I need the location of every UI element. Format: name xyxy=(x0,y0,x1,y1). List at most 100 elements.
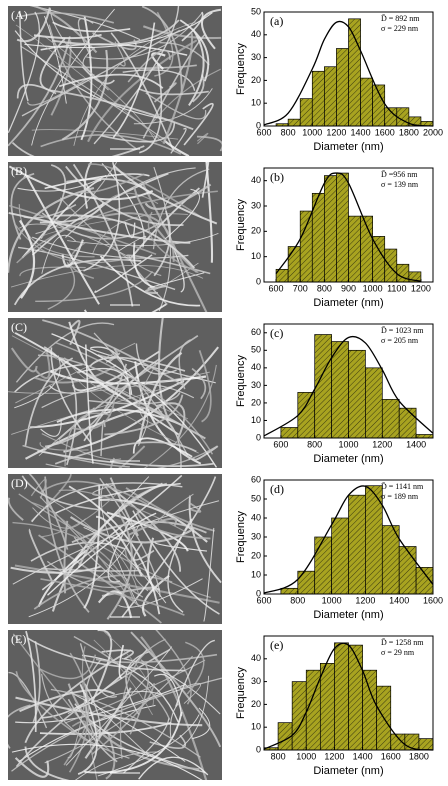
fiber xyxy=(58,489,186,533)
fiber xyxy=(8,497,24,521)
fiber xyxy=(69,691,186,762)
bar xyxy=(287,118,301,127)
annotation: σ = 139 nm xyxy=(381,180,419,189)
fiber xyxy=(179,19,210,82)
fiber xyxy=(155,630,192,705)
fiber xyxy=(24,12,213,49)
x-tick-label: 1400 xyxy=(351,127,371,137)
x-tick-label: 1200 xyxy=(324,751,344,761)
fiber xyxy=(117,235,147,252)
fiber xyxy=(61,49,109,141)
bar xyxy=(384,107,398,127)
fiber xyxy=(93,6,180,145)
fiber xyxy=(153,673,182,717)
fiber xyxy=(41,235,76,274)
fiber xyxy=(86,12,203,60)
x-axis-label: Diameter (nm) xyxy=(313,609,383,621)
fiber xyxy=(140,636,208,780)
fiber xyxy=(19,10,29,102)
bar xyxy=(365,367,383,439)
fiber xyxy=(18,219,36,299)
bar xyxy=(324,66,337,127)
fiber xyxy=(185,641,205,695)
fiber xyxy=(105,729,116,780)
fiber xyxy=(44,363,128,448)
fiber xyxy=(37,549,88,607)
annotation: σ = 229 nm xyxy=(381,24,419,33)
bar xyxy=(396,107,410,127)
bar xyxy=(372,84,386,127)
fiber xyxy=(14,355,61,409)
bar xyxy=(360,77,373,127)
x-tick-label: 800 xyxy=(290,595,305,605)
fiber xyxy=(47,512,157,596)
x-tick-label: 1200 xyxy=(372,439,392,449)
x-tick-label: 800 xyxy=(317,283,332,293)
fiber xyxy=(81,654,179,723)
x-tick-label: 1200 xyxy=(411,283,431,293)
fiber xyxy=(142,34,206,139)
fiber xyxy=(122,69,196,91)
fiber xyxy=(205,162,214,263)
sem-image xyxy=(8,474,222,624)
fiber xyxy=(34,364,117,384)
fiber xyxy=(114,41,126,67)
y-tick-label: 10 xyxy=(251,98,261,108)
x-tick-label: 1200 xyxy=(326,127,346,137)
bar xyxy=(299,210,313,283)
x-axis-label: Diameter (nm) xyxy=(313,141,383,153)
y-tick-label: 50 xyxy=(251,345,261,355)
y-tick-label: 40 xyxy=(251,653,261,663)
fiber xyxy=(27,637,186,672)
plot-frame xyxy=(263,635,434,751)
fiber xyxy=(77,17,94,58)
y-tick-label: 10 xyxy=(251,415,261,425)
fiber xyxy=(112,22,156,139)
fiber xyxy=(139,88,209,96)
bar xyxy=(336,172,349,283)
fiber xyxy=(162,33,194,145)
fit-curve xyxy=(263,20,434,127)
fiber xyxy=(40,493,140,597)
y-tick-label: 10 xyxy=(251,251,261,261)
fiber xyxy=(94,254,153,293)
bar xyxy=(398,407,417,439)
fiber xyxy=(183,102,214,146)
fiber xyxy=(198,350,212,423)
fiber xyxy=(15,24,164,143)
y-tick-label: 60 xyxy=(251,327,261,337)
y-tick-label: 20 xyxy=(251,699,261,709)
fiber xyxy=(113,165,218,225)
fiber xyxy=(132,510,220,615)
fiber xyxy=(154,11,174,77)
fiber xyxy=(73,635,171,720)
fiber xyxy=(52,89,194,131)
panel-label: (d) xyxy=(270,482,284,496)
fiber xyxy=(164,188,200,240)
fiber xyxy=(133,88,213,125)
bar xyxy=(398,546,417,595)
fiber xyxy=(17,174,107,192)
fiber xyxy=(69,319,81,346)
x-tick-label: 900 xyxy=(341,283,356,293)
bar xyxy=(336,48,349,127)
y-tick-label: 30 xyxy=(251,531,261,541)
fiber xyxy=(8,165,154,201)
x-tick-label: 600 xyxy=(256,127,271,137)
fiber xyxy=(124,549,137,571)
fit-curve xyxy=(275,172,422,282)
y-tick-label: 40 xyxy=(251,175,261,185)
fiber xyxy=(52,19,180,46)
y-tick-label: 40 xyxy=(251,362,261,372)
bar xyxy=(319,663,335,751)
fiber xyxy=(35,270,153,302)
fiber xyxy=(149,734,186,749)
bar xyxy=(324,175,337,283)
x-axis-label: Diameter (nm) xyxy=(313,765,383,777)
fiber xyxy=(203,527,215,622)
fiber xyxy=(31,8,115,146)
annotation: σ = 189 nm xyxy=(381,492,419,501)
x-tick-label: 600 xyxy=(256,595,271,605)
annotation: D̄ =956 nm xyxy=(381,170,418,179)
fiber xyxy=(142,183,208,312)
